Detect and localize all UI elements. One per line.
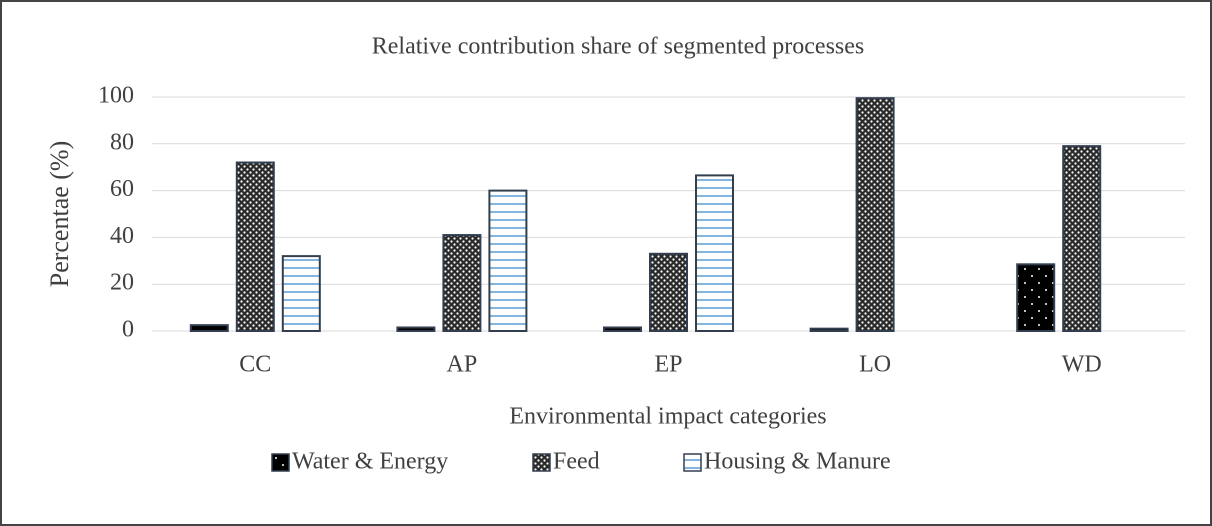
y-tick-label: 40 (110, 223, 134, 249)
legend-swatch (683, 453, 702, 472)
bar (603, 326, 642, 332)
bar (281, 255, 321, 332)
legend-swatch (271, 453, 290, 472)
y-tick-label: 0 (122, 317, 134, 343)
x-tick-label: LO (859, 352, 891, 378)
y-tick-label: 80 (110, 129, 134, 155)
legend-label: Water & Energy (292, 449, 448, 475)
x-tick-label: AP (447, 352, 478, 378)
bar (488, 189, 528, 332)
x-tick-label: WD (1062, 352, 1102, 378)
x-axis-label: Environmental impact categories (509, 404, 826, 430)
legend-label: Feed (553, 449, 600, 475)
bar (695, 174, 734, 332)
legend-swatch (532, 453, 551, 472)
y-tick-label: 100 (98, 83, 134, 109)
legend-label: Housing & Manure (704, 449, 891, 475)
y-tick-label: 60 (110, 176, 134, 202)
bar (809, 327, 849, 333)
bar (1062, 145, 1102, 332)
x-tick-label: EP (654, 352, 682, 378)
x-tick-label: CC (239, 352, 271, 378)
bar (189, 324, 229, 332)
chart-title: Relative contribution share of segmented… (372, 34, 865, 60)
bar (1016, 263, 1056, 332)
bar (396, 326, 436, 332)
y-tick-label: 20 (110, 270, 134, 296)
bar (855, 97, 895, 332)
bar (649, 252, 688, 332)
bar (235, 161, 275, 332)
bar (442, 234, 482, 332)
y-axis-label: Percentae (%) (45, 141, 74, 288)
